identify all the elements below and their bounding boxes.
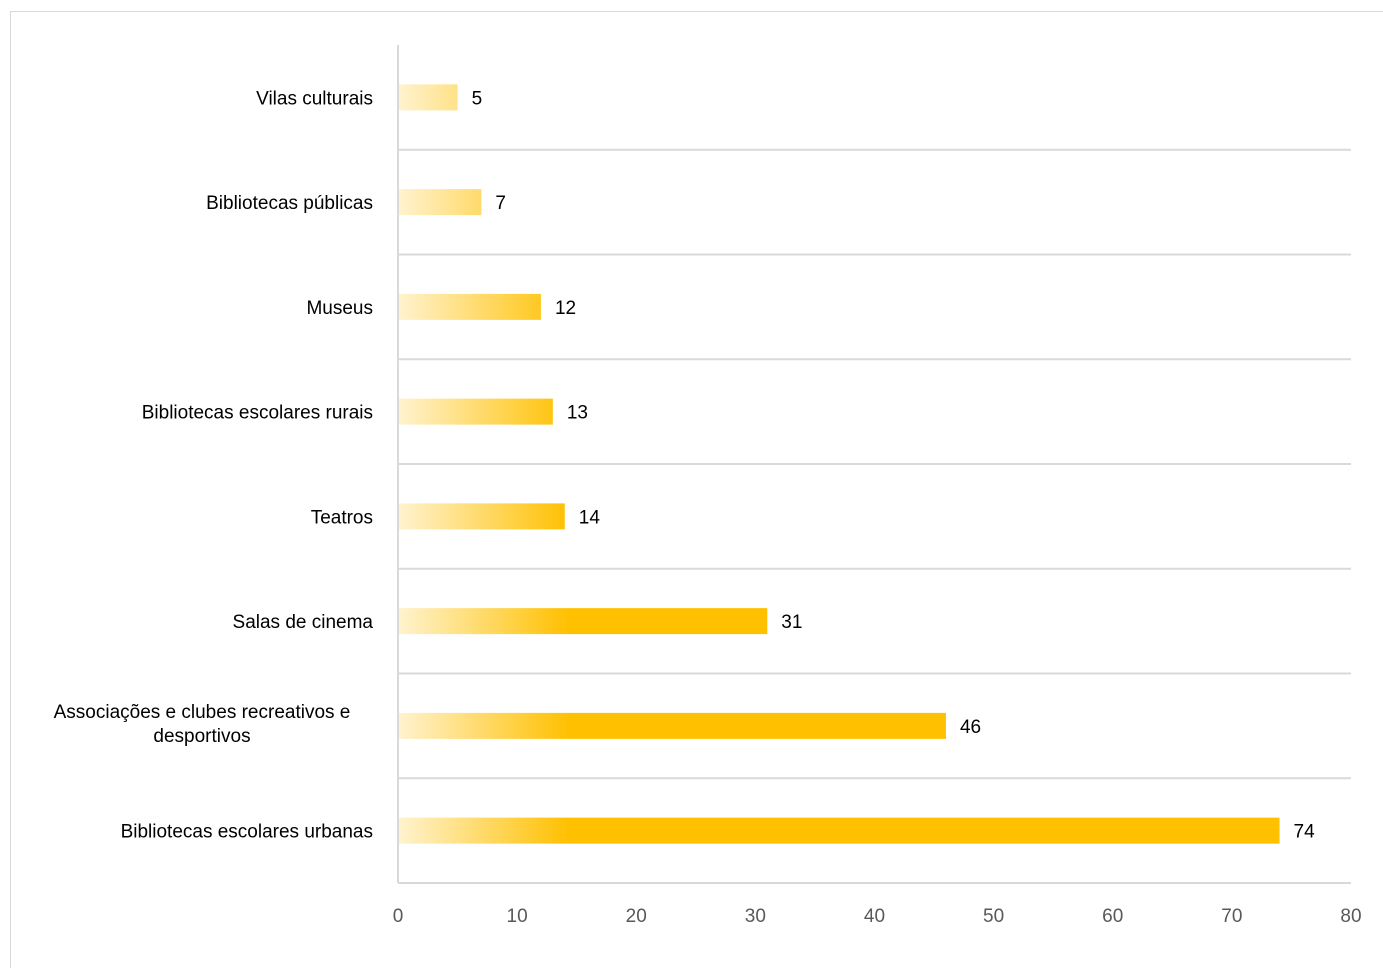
x-tick-label: 80 xyxy=(1340,906,1361,927)
labels: 0 10 20 30 40 50 60 70 80 5 Vilas culturais 7 Biblio… xyxy=(54,88,1362,927)
x-tick-label: 0 xyxy=(393,906,404,927)
x-tick-label: 50 xyxy=(983,906,1004,927)
data-label: 13 xyxy=(567,403,588,424)
x-tick-label: 60 xyxy=(1102,906,1123,927)
bar xyxy=(399,608,768,635)
bar xyxy=(399,503,565,530)
grid-lines xyxy=(398,148,1351,780)
x-tick-label: 30 xyxy=(745,906,766,927)
data-label: 31 xyxy=(781,612,802,633)
x-tick-label: 10 xyxy=(507,906,528,927)
bar xyxy=(399,817,1280,844)
bar xyxy=(399,398,553,425)
category-label: Bibliotecas escolares rurais xyxy=(142,403,373,424)
x-tick-label: 70 xyxy=(1221,906,1242,927)
bar xyxy=(399,189,482,216)
data-label: 74 xyxy=(1294,822,1316,843)
data-label: 14 xyxy=(579,507,601,528)
data-label: 7 xyxy=(495,193,506,214)
axes xyxy=(397,45,1351,884)
data-label: 46 xyxy=(960,717,981,738)
data-label: 12 xyxy=(555,298,576,319)
chart-frame xyxy=(10,11,1383,968)
x-tick-label: 20 xyxy=(626,906,647,927)
category-label: Bibliotecas públicas xyxy=(206,193,373,214)
category-label: Bibliotecas escolares urbanas xyxy=(121,822,373,843)
bar xyxy=(399,712,946,739)
category-label: Vilas culturais xyxy=(256,88,373,109)
data-label: 5 xyxy=(472,88,483,109)
bar xyxy=(399,84,458,111)
bars xyxy=(399,84,1280,844)
category-label: Associações e clubes recreativos e despor… xyxy=(54,702,351,747)
category-label: Museus xyxy=(306,298,373,319)
category-label: Salas de cinema xyxy=(233,612,374,633)
x-tick-label: 40 xyxy=(864,906,885,927)
bar xyxy=(399,293,541,320)
category-label: Teatros xyxy=(311,507,373,528)
